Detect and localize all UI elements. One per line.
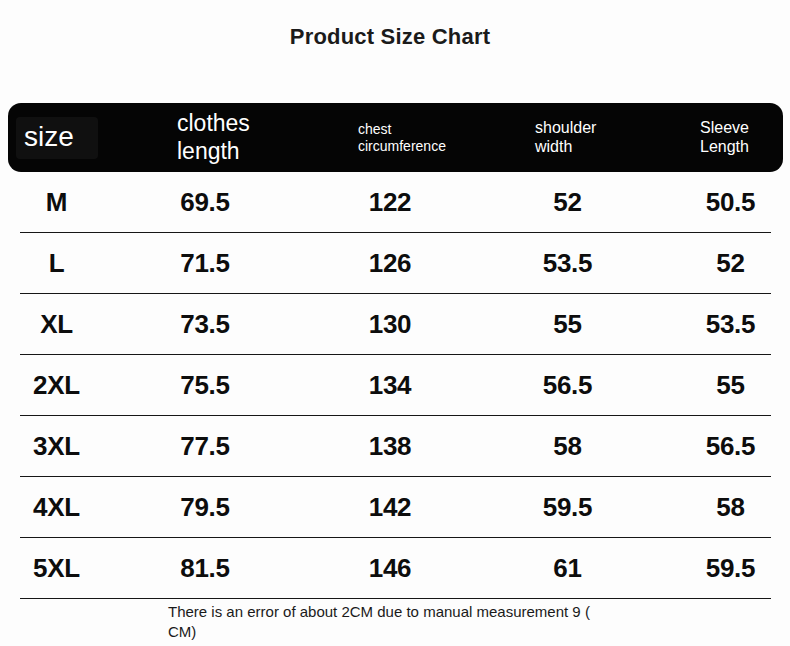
clothes-length-cell: 69.5 — [105, 187, 305, 218]
sleeve-length-cell: 53.5 — [660, 309, 783, 340]
table-row-m: M 69.5 122 52 50.5 — [8, 172, 783, 233]
sleeve-length-cell: 50.5 — [660, 187, 783, 218]
chest-circumference-cell: 122 — [305, 187, 475, 218]
size-header-label: size — [16, 117, 98, 159]
sleeve-length-cell: 59.5 — [660, 553, 783, 584]
chest-circumference-cell: 126 — [305, 248, 475, 279]
measurement-note-line1: There is an error of about 2CM due to ma… — [168, 602, 658, 622]
clothes-length-cell: 77.5 — [105, 431, 305, 462]
table-row-4xl: 4XL 79.5 142 59.5 58 — [8, 477, 783, 538]
size-cell: M — [8, 187, 105, 218]
shoulder-width-cell: 59.5 — [475, 492, 660, 523]
table-row-xl: XL 73.5 130 55 53.5 — [8, 294, 783, 355]
table-row-3xl: 3XL 77.5 138 58 56.5 — [8, 416, 783, 477]
measurement-note-line2: CM) — [168, 622, 658, 642]
clothes-length-cell: 79.5 — [105, 492, 305, 523]
table-row-l: L 71.5 126 53.5 52 — [8, 233, 783, 294]
column-header-chest-circumference: chest circumference — [305, 121, 475, 153]
shoulder-width-cell: 55 — [475, 309, 660, 340]
size-cell: L — [8, 248, 105, 279]
column-header-size: size — [8, 117, 105, 159]
clothes-length-cell: 81.5 — [105, 553, 305, 584]
size-cell: 5XL — [8, 553, 105, 584]
chest-circumference-cell: 130 — [305, 309, 475, 340]
size-chart-table-body: M 69.5 122 52 50.5 L 71.5 126 53.5 52 XL… — [8, 172, 783, 599]
chest-circumference-cell: 138 — [305, 431, 475, 462]
measurement-note: There is an error of about 2CM due to ma… — [168, 602, 658, 641]
sleeve-length-cell: 52 — [660, 248, 783, 279]
chest-circumference-cell: 134 — [305, 370, 475, 401]
chest-circumference-cell: 142 — [305, 492, 475, 523]
size-cell: 3XL — [8, 431, 105, 462]
sleeve-length-cell: 58 — [660, 492, 783, 523]
sleeve-length-cell: 56.5 — [660, 431, 783, 462]
size-cell: 4XL — [8, 492, 105, 523]
shoulder-width-cell: 53.5 — [475, 248, 660, 279]
column-header-sleeve-length: Sleeve Length — [660, 119, 783, 157]
size-chart-page: Product Size Chart size clothes length c… — [0, 0, 790, 646]
shoulder-width-cell: 52 — [475, 187, 660, 218]
size-cell: 2XL — [8, 370, 105, 401]
table-header-row: size clothes length chest circumference … — [8, 103, 783, 172]
column-header-shoulder-width: shoulder width — [475, 119, 660, 157]
shoulder-width-cell: 61 — [475, 553, 660, 584]
column-header-clothes-length: clothes length — [105, 110, 305, 164]
clothes-length-cell: 73.5 — [105, 309, 305, 340]
shoulder-width-cell: 58 — [475, 431, 660, 462]
clothes-length-cell: 71.5 — [105, 248, 305, 279]
table-row-5xl: 5XL 81.5 146 61 59.5 — [8, 538, 783, 599]
table-row-2xl: 2XL 75.5 134 56.5 55 — [8, 355, 783, 416]
clothes-length-cell: 75.5 — [105, 370, 305, 401]
sleeve-length-cell: 55 — [660, 370, 783, 401]
chest-circumference-cell: 146 — [305, 553, 475, 584]
size-cell: XL — [8, 309, 105, 340]
page-title: Product Size Chart — [0, 24, 780, 50]
shoulder-width-cell: 56.5 — [475, 370, 660, 401]
